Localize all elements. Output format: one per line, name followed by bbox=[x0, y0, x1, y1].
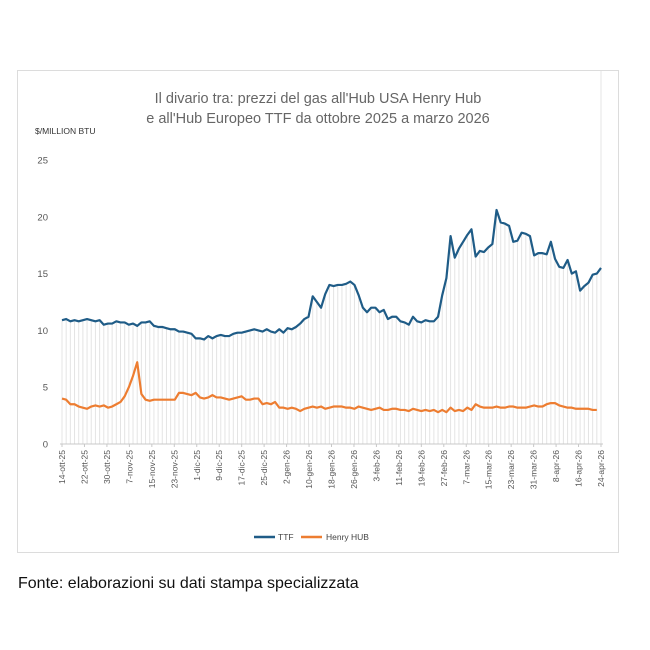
x-tick-label: 17-dic-25 bbox=[237, 450, 247, 486]
x-tick-label: 27-feb-26 bbox=[439, 450, 449, 487]
x-axis-ticks: 14-ott-25 22-ott-25 30-ott-25 7-nov-25 15-no… bbox=[57, 444, 606, 489]
x-tick-label: 11-feb-26 bbox=[394, 450, 404, 486]
x-tick-label: 30-ott-25 bbox=[102, 450, 112, 484]
source-note: Fonte: elaborazioni su dati stampa speci… bbox=[18, 575, 359, 592]
x-tick-label: 1-dic-25 bbox=[192, 450, 202, 481]
background-bars bbox=[61, 71, 602, 444]
x-tick-label: 31-mar-26 bbox=[529, 450, 539, 489]
x-tick-label: 25-dic-25 bbox=[259, 450, 269, 486]
x-tick-label: 24-apr-26 bbox=[596, 450, 606, 487]
x-tick-label: 15-nov-25 bbox=[147, 450, 157, 489]
y-tick-label: 10 bbox=[37, 326, 48, 337]
legend: TTF Henry HUB bbox=[254, 532, 369, 542]
series-lines bbox=[61, 208, 602, 414]
x-tick-label: 16-apr-26 bbox=[574, 450, 584, 487]
y-axis-unit-label: $/MILLION BTU bbox=[35, 126, 95, 136]
series-line-ttf bbox=[61, 208, 602, 341]
legend-henry-hub-label: Henry HUB bbox=[326, 532, 369, 542]
y-tick-label: 0 bbox=[43, 440, 48, 451]
x-tick-label: 7-nov-25 bbox=[124, 450, 134, 484]
x-tick-label: 23-nov-25 bbox=[169, 450, 179, 489]
x-tick-label: 26-gen-26 bbox=[349, 450, 359, 489]
y-axis-ticks: 0 5 10 15 20 25 bbox=[37, 156, 48, 451]
y-tick-label: 5 bbox=[43, 383, 48, 394]
y-tick-label: 25 bbox=[37, 156, 48, 167]
series-line-henry-hub bbox=[61, 361, 597, 414]
x-tick-label: 23-mar-26 bbox=[506, 450, 516, 489]
x-tick-label: 15-mar-26 bbox=[484, 450, 494, 489]
y-tick-label: 15 bbox=[37, 269, 48, 280]
x-tick-label: 18-gen-26 bbox=[327, 450, 337, 489]
x-tick-label: 10-gen-26 bbox=[304, 450, 314, 489]
x-tick-label: 9-dic-25 bbox=[214, 450, 224, 481]
x-tick-label: 14-ott-25 bbox=[57, 450, 67, 484]
x-tick-label: 7-mar-26 bbox=[461, 450, 471, 485]
legend-ttf-label: TTF bbox=[278, 532, 294, 542]
chart: Il divario tra: prezzi del gas all'Hub U… bbox=[35, 71, 606, 542]
x-tick-label: 2-gen-26 bbox=[282, 450, 292, 484]
chart-card: Il divario tra: prezzi del gas all'Hub U… bbox=[17, 70, 619, 553]
y-tick-label: 20 bbox=[37, 212, 48, 223]
x-tick-label: 22-ott-25 bbox=[79, 450, 89, 484]
chart-title-line-2: e all'Hub Europeo TTF da ottobre 2025 a … bbox=[146, 111, 489, 127]
chart-title-line-1: Il divario tra: prezzi del gas all'Hub U… bbox=[155, 91, 482, 107]
x-tick-label: 3-feb-26 bbox=[371, 450, 381, 482]
x-tick-label: 19-feb-26 bbox=[416, 450, 426, 487]
x-tick-label: 8-apr-26 bbox=[551, 450, 561, 482]
